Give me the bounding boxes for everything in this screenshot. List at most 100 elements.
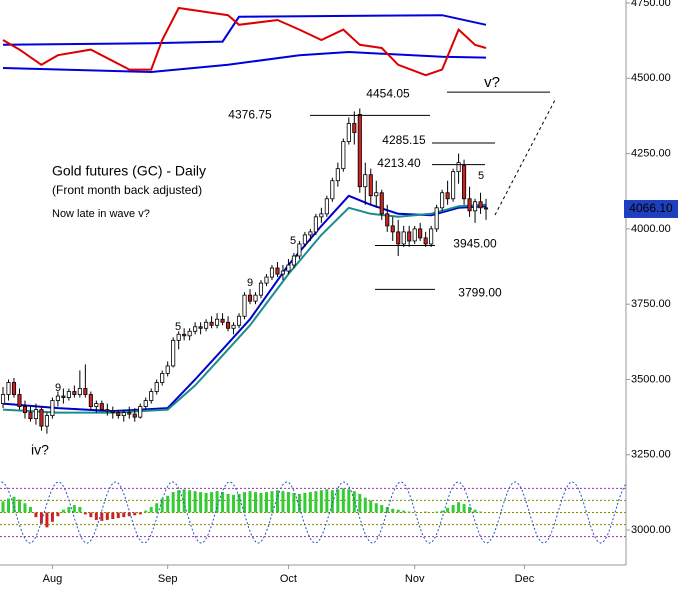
candle-body	[55, 395, 60, 401]
candle-body	[226, 321, 231, 329]
candle-body	[412, 228, 417, 242]
candle-body	[445, 192, 450, 200]
candle-body	[434, 207, 439, 230]
y-tick-label: 4000.00	[631, 223, 671, 235]
candle-body	[17, 394, 22, 407]
candle-body	[105, 409, 110, 412]
candle-body	[390, 225, 395, 233]
x-tick-label: Aug	[43, 573, 63, 585]
candle-body	[423, 237, 428, 245]
wave-label: 5	[175, 321, 181, 333]
x-tick-label: Oct	[280, 573, 297, 585]
candle-body	[143, 400, 148, 407]
candle-body	[99, 403, 104, 410]
candle-body	[176, 333, 181, 341]
candle-body	[335, 168, 340, 182]
x-tick-label: Dec	[515, 573, 535, 585]
candle-body	[473, 201, 478, 212]
wave-label: iv?	[31, 442, 49, 458]
candle-body	[264, 276, 269, 284]
last-price-box	[624, 199, 678, 218]
indicator-line	[2, 14, 487, 46]
candle-body	[231, 324, 236, 329]
plot-area	[0, 6, 626, 544]
candle-body	[401, 231, 406, 245]
candle-body	[396, 231, 401, 245]
level-label: 4213.40	[377, 156, 421, 170]
candle-body	[39, 409, 44, 427]
candle-body	[160, 373, 165, 383]
candle-body	[291, 255, 296, 266]
y-tick-label: 4750.00	[631, 0, 671, 9]
chart-note: Now late in wave v?	[52, 208, 150, 220]
candle-body	[165, 365, 170, 374]
chart-subtitle: (Front month back adjusted)	[52, 183, 202, 197]
candle-body	[379, 192, 384, 215]
level-label: 4454.05	[366, 86, 410, 100]
candle-body	[121, 412, 126, 417]
wave-label: 5	[290, 235, 296, 247]
candle-body	[154, 382, 159, 392]
candle-body	[269, 267, 275, 278]
wave-label: 5	[478, 170, 484, 182]
candle-body	[357, 114, 362, 188]
candle-body	[478, 201, 483, 209]
candle-body	[324, 198, 329, 215]
candle-body	[198, 326, 203, 329]
candle-body	[253, 294, 258, 302]
candle-body	[44, 415, 49, 427]
wave-label: 9	[55, 382, 61, 394]
candle-body	[22, 406, 28, 414]
indicator-line	[2, 6, 487, 77]
candle-body	[286, 264, 291, 272]
candle-body	[275, 267, 280, 275]
candle-body	[313, 216, 318, 233]
candle-body	[138, 406, 143, 418]
candle-body	[429, 228, 434, 245]
wave-label: 9	[247, 277, 253, 289]
y-tick-label: 4500.00	[631, 72, 671, 84]
y-tick-label: 3500.00	[631, 373, 671, 385]
level-label: 3945.00	[453, 237, 497, 251]
candle-body	[319, 213, 324, 218]
wave-label: v?	[484, 74, 500, 91]
indicator-line	[2, 50, 487, 74]
candle-body	[308, 231, 313, 236]
candle-body	[302, 234, 307, 245]
candle-body	[50, 400, 55, 417]
candle-body	[77, 388, 82, 395]
candle-body	[330, 180, 335, 200]
candle-body	[171, 339, 176, 367]
candle-body	[346, 123, 351, 142]
candle-body	[28, 412, 33, 420]
candle-body	[280, 270, 285, 275]
level-label: 4285.15	[382, 133, 426, 147]
chart-title: Gold futures (GC) - Daily	[52, 163, 206, 179]
candle-body	[363, 174, 368, 188]
x-tick-label: Sep	[158, 573, 178, 585]
y-tick-label: 4250.00	[631, 148, 671, 160]
candle-body	[352, 123, 357, 133]
candle-body	[6, 382, 11, 395]
candle-body	[83, 388, 88, 395]
candle-body	[483, 207, 489, 210]
candle-body	[61, 395, 66, 398]
candle-body	[182, 333, 187, 337]
candle-body	[33, 409, 38, 420]
candle-body	[110, 410, 115, 414]
candle-body	[418, 228, 423, 239]
candle-body	[456, 162, 461, 173]
candle-body	[149, 391, 154, 401]
candle-body	[11, 382, 17, 395]
candle-body	[116, 412, 121, 417]
projection-line	[494, 99, 556, 216]
level-label: 4376.75	[228, 108, 272, 122]
candle-body	[341, 141, 346, 170]
level-label: 3799.00	[458, 286, 502, 300]
candle-body	[258, 282, 264, 296]
candle-body	[66, 391, 71, 398]
candle-body	[215, 318, 220, 326]
candle-body	[209, 321, 214, 326]
